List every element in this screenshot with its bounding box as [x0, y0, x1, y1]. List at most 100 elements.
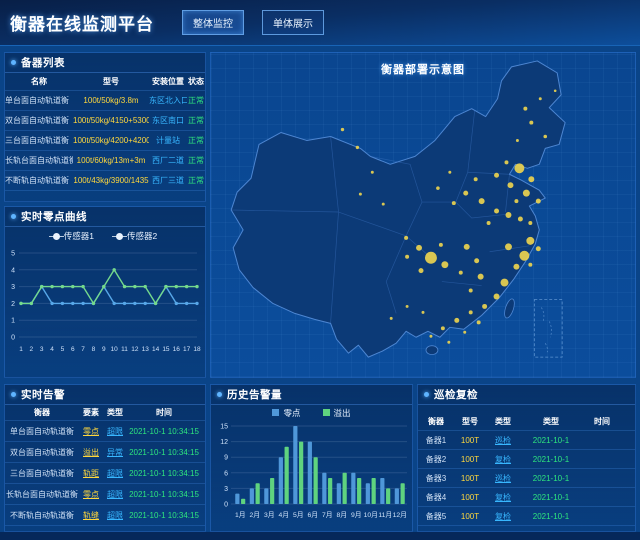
alert-type-link[interactable]: 超限: [107, 468, 123, 478]
status-badge: 正常: [188, 136, 204, 145]
panel-title: 备器列表: [21, 57, 65, 69]
equipment-model: 100t/50kg/4200+4200…: [73, 136, 149, 145]
bullet-icon: [217, 392, 222, 397]
table-row[interactable]: 备器3 100T 巡检 2021-10-1: [418, 469, 635, 488]
table-row[interactable]: 长轨台面自动轨道衡 零点 超限 2021-10-1 10:34:15: [5, 484, 205, 505]
svg-text:12: 12: [220, 439, 228, 446]
table-row[interactable]: 单台面自动轨道衡 零点 超限 2021-10-1 10:34:15: [5, 421, 205, 442]
table-header-row: 名称 型号 安装位置 状态: [5, 73, 205, 91]
alert-type-link[interactable]: 超限: [107, 510, 123, 520]
bar-chart-legend: 零点 溢出: [211, 405, 412, 420]
table-row[interactable]: 备器2 100T 复检 2021-10-1: [418, 450, 635, 469]
svg-text:0: 0: [224, 502, 228, 509]
equipment-location: 西厂二道: [152, 156, 184, 165]
alert-element-link[interactable]: 轨距: [83, 468, 99, 478]
inspection-scale: 备器2: [425, 454, 447, 464]
inspection-type-link[interactable]: 复检: [495, 492, 511, 502]
alert-element-link[interactable]: 零点: [83, 489, 99, 499]
alerts-table: 衡器 要素 类型 时间 单台面自动轨道衡 零点 超限 2021-10-1 10:…: [5, 405, 205, 526]
china-map: [230, 60, 566, 358]
legend-item-overflow[interactable]: 溢出: [322, 407, 351, 419]
panel-inspection: 巡检复检 衡器 型号 类型 类型 时间 备器1 100T 巡检 2021-10-…: [417, 384, 636, 532]
legend-swatch-icon: [272, 409, 280, 416]
panel-title: 实时零点曲线: [21, 211, 87, 223]
table-row[interactable]: 双台面自动轨道衡 溢出 异常 2021-10-1 10:34:15: [5, 442, 205, 463]
alert-type-link[interactable]: 异常: [107, 447, 123, 457]
table-row[interactable]: 三台面自动轨道衡 轨距 超限 2021-10-1 10:34:15: [5, 463, 205, 484]
svg-text:6: 6: [224, 470, 228, 477]
table-row[interactable]: 备器1 100T 巡检 2021-10-1: [418, 431, 635, 450]
legend-item-sensor2[interactable]: 传感器2: [112, 230, 157, 242]
table-row[interactable]: 长轨台面自动轨道衡 100t/60kg/13m+3m 西厂二道 正常: [5, 151, 205, 171]
map-land: [230, 60, 566, 358]
legend-item-zero[interactable]: 零点: [272, 407, 301, 419]
bullet-icon: [11, 214, 16, 219]
panel-title-bar: 巡检复检: [418, 385, 635, 405]
bullet-icon: [424, 392, 429, 397]
table-row[interactable]: 双台面自动轨道衡 100t/50kg/4150+5300… 东区南口 正常: [5, 111, 205, 131]
table-row[interactable]: 备器4 100T 复检 2021-10-1: [418, 488, 635, 507]
app-header: 衡器在线监测平台 整体监控 单体展示: [0, 0, 640, 46]
svg-text:3: 3: [11, 284, 15, 291]
footer-strip: [0, 532, 640, 540]
alert-time: 2021-10-1 10:34:15: [129, 510, 199, 520]
legend-label: 传感器1: [63, 231, 94, 241]
panel-title-bar: 实时零点曲线: [5, 207, 205, 227]
inspection-type-link[interactable]: 复检: [495, 454, 511, 464]
inspection-type-link[interactable]: 巡检: [495, 435, 511, 445]
svg-text:15: 15: [162, 346, 170, 353]
col-header: 时间: [594, 417, 610, 426]
tab-overall-monitor[interactable]: 整体监控: [182, 10, 244, 35]
inspection-scale: 备器3: [425, 473, 447, 483]
col-header: 要素: [83, 408, 99, 417]
svg-text:9: 9: [224, 455, 228, 462]
svg-text:10月: 10月: [364, 511, 378, 519]
svg-text:0: 0: [11, 335, 15, 342]
taiwan-island: [504, 298, 515, 319]
tab-single-display[interactable]: 单体展示: [262, 10, 324, 35]
svg-text:4: 4: [11, 267, 15, 274]
table-row[interactable]: 不断轨自动轨道衡 轨缝 超限 2021-10-1 10:34:15: [5, 505, 205, 526]
table-row[interactable]: 不断轨自动轨道衡 100t/43kg/3900/1435 西厂三道 正常: [5, 171, 205, 191]
panel-equipment-list: 备器列表 名称 型号 安装位置 状态 单台面自动轨道衡 100t/50kg/3.…: [4, 52, 206, 202]
inspection-model: 100T: [460, 511, 480, 521]
alert-type-link[interactable]: 超限: [107, 426, 123, 436]
legend-marker-icon: [112, 232, 127, 240]
alert-element-link[interactable]: 轨缝: [83, 510, 99, 520]
inspection-type-link[interactable]: 复检: [495, 511, 511, 521]
alert-type-link[interactable]: 超限: [107, 489, 123, 499]
svg-text:10: 10: [111, 346, 119, 353]
page-title: 衡器在线监测平台: [10, 15, 154, 34]
inspection-date: 2021-10-1: [532, 492, 570, 502]
equipment-location: 西厂三道: [152, 176, 184, 185]
status-badge: 正常: [188, 116, 204, 125]
col-header: 类型: [495, 417, 511, 426]
inspection-scale: 备器4: [425, 492, 447, 502]
svg-text:6: 6: [71, 346, 75, 353]
history-bar-chart: 0 3 6 9 12 15 1月 2月 3月 4月 5月 6月 7月 8月 9月 10月 11月 12月: [220, 424, 407, 519]
table-row[interactable]: 备器5 100T 复检 2021-10-1: [418, 507, 635, 526]
alert-element-link[interactable]: 零点: [83, 426, 99, 436]
status-badge: 正常: [188, 96, 204, 105]
inspection-model: 100T: [460, 454, 480, 464]
equipment-model: 100t/50kg/3.8m: [83, 96, 139, 105]
legend-label: 零点: [283, 407, 301, 418]
svg-text:8: 8: [92, 346, 96, 353]
svg-text:14: 14: [152, 346, 160, 353]
inspection-type-link[interactable]: 巡检: [495, 473, 511, 483]
svg-text:3: 3: [40, 346, 44, 353]
inspection-scale: 备器1: [425, 435, 447, 445]
status-badge: 正常: [188, 176, 204, 185]
inspection-model: 100T: [460, 492, 480, 502]
equipment-name: 双台面自动轨道衡: [5, 116, 69, 125]
col-header: 时间: [156, 408, 172, 417]
alert-element-link[interactable]: 溢出: [83, 447, 99, 457]
bullet-icon: [11, 60, 16, 65]
inspection-model: 100T: [460, 435, 480, 445]
map-dots-layer[interactable]: [340, 89, 557, 344]
legend-item-sensor1[interactable]: 传感器1: [48, 230, 94, 242]
table-row[interactable]: 单台面自动轨道衡 100t/50kg/3.8m 东区北入口 正常: [5, 91, 205, 111]
south-china-sea-inset: [533, 299, 563, 358]
equipment-location: 东区南口: [152, 116, 184, 125]
table-row[interactable]: 三台面自动轨道衡 100t/50kg/4200+4200… 计量站 正常: [5, 131, 205, 151]
